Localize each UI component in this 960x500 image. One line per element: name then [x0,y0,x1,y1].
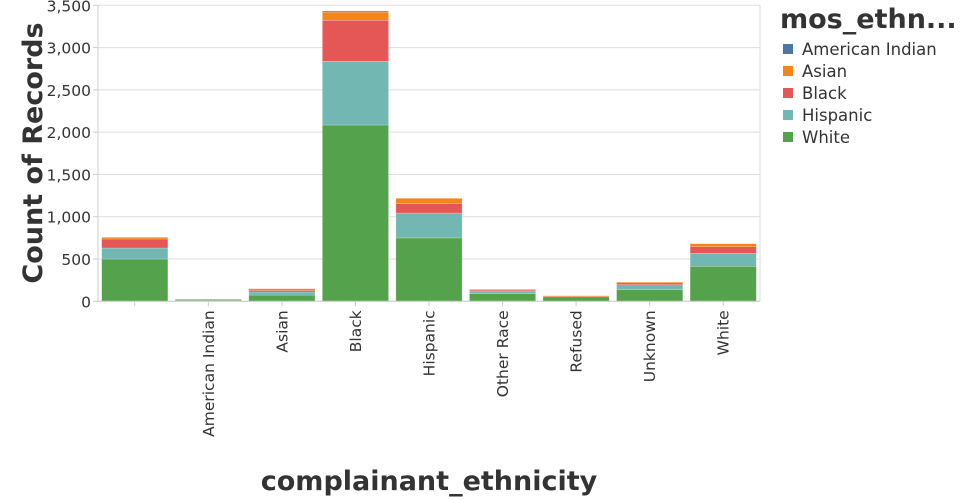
y-tick-label: 2,000 [47,124,91,142]
bar-segment-asian[interactable] [248,288,316,291]
bar-segment-hispanic[interactable] [469,290,536,294]
x-tick-label: Unknown [641,310,659,382]
bar-segment-white[interactable] [101,258,169,302]
bar-segment-hispanic[interactable] [395,212,463,239]
legend-label: Hispanic [802,106,872,125]
bar-segment-asian[interactable] [689,243,757,247]
bars [101,10,757,302]
y-tick-label: 2,500 [47,82,91,100]
bar-segment-white[interactable] [689,265,757,302]
bar-segment-white[interactable] [248,294,316,302]
bar-segment-black[interactable] [101,238,169,249]
bar-segment-white[interactable] [322,124,389,302]
bar-segment-hispanic[interactable] [248,291,316,296]
y-tick-label: 1,500 [47,166,91,184]
legend: mos_ethn... American Indian Asian Black His… [780,4,957,147]
bar-segment-asian[interactable] [469,288,536,291]
bar-segment-hispanic[interactable] [322,60,389,126]
bar-segment-asian[interactable] [395,197,463,205]
y-tick-label: 3,000 [47,40,91,58]
bar-segment-american-indian[interactable] [322,10,389,13]
y-tick-label: 500 [61,251,91,269]
x-tick-label: Black [347,310,365,352]
legend-label: White [802,128,850,147]
legend-swatch [783,88,793,98]
legend-swatch [783,44,793,54]
bar-segment-asian[interactable] [101,236,169,240]
legend-swatch [783,110,793,120]
x-tick-label: American Indian [200,310,218,437]
legend-label: Black [802,84,847,103]
bar-segment-black[interactable] [174,298,242,301]
bar-segment-hispanic[interactable] [616,284,684,291]
x-axis-ticks: American Indian Asian Black Hispanic Other R… [134,301,733,437]
y-tick-label: 1,000 [47,209,91,227]
x-tick-label: Other Race [494,310,512,397]
legend-label: American Indian [802,40,937,59]
bar-segment-black[interactable] [322,19,389,62]
x-axis-title: complainant_ethnicity [261,466,598,497]
y-axis-ticks: 0 500 1,000 1,500 2,000 2,500 3,000 3,500 [47,0,98,311]
y-tick-label: 0 [81,293,91,311]
bar-segment-black[interactable] [248,290,316,293]
legend-swatch [783,66,793,76]
x-tick-label: Asian [273,310,291,352]
bar-segment-black[interactable] [689,246,757,254]
y-axis-title: Count of Records [18,22,49,283]
bar-segment-hispanic[interactable] [689,253,757,267]
bar-segment-white[interactable] [469,293,536,302]
bar-segment-white[interactable] [395,237,463,302]
bar-segment-asian[interactable] [322,11,389,21]
legend-title: mos_ethn... [780,4,957,35]
x-tick-label: White [715,310,733,355]
bar-segment-asian[interactable] [542,295,610,297]
y-tick-label: 3,500 [47,0,91,15]
bar-segment-white[interactable] [542,296,610,302]
bar-segment-black[interactable] [395,203,463,214]
x-tick-label: Hispanic [421,310,439,376]
x-tick-label: Refused [568,310,586,372]
legend-swatch [783,132,793,142]
bar-segment-white[interactable] [616,289,684,302]
legend-label: Asian [802,62,847,81]
bar-segment-hispanic[interactable] [101,247,169,260]
bar-segment-asian[interactable] [616,281,684,284]
